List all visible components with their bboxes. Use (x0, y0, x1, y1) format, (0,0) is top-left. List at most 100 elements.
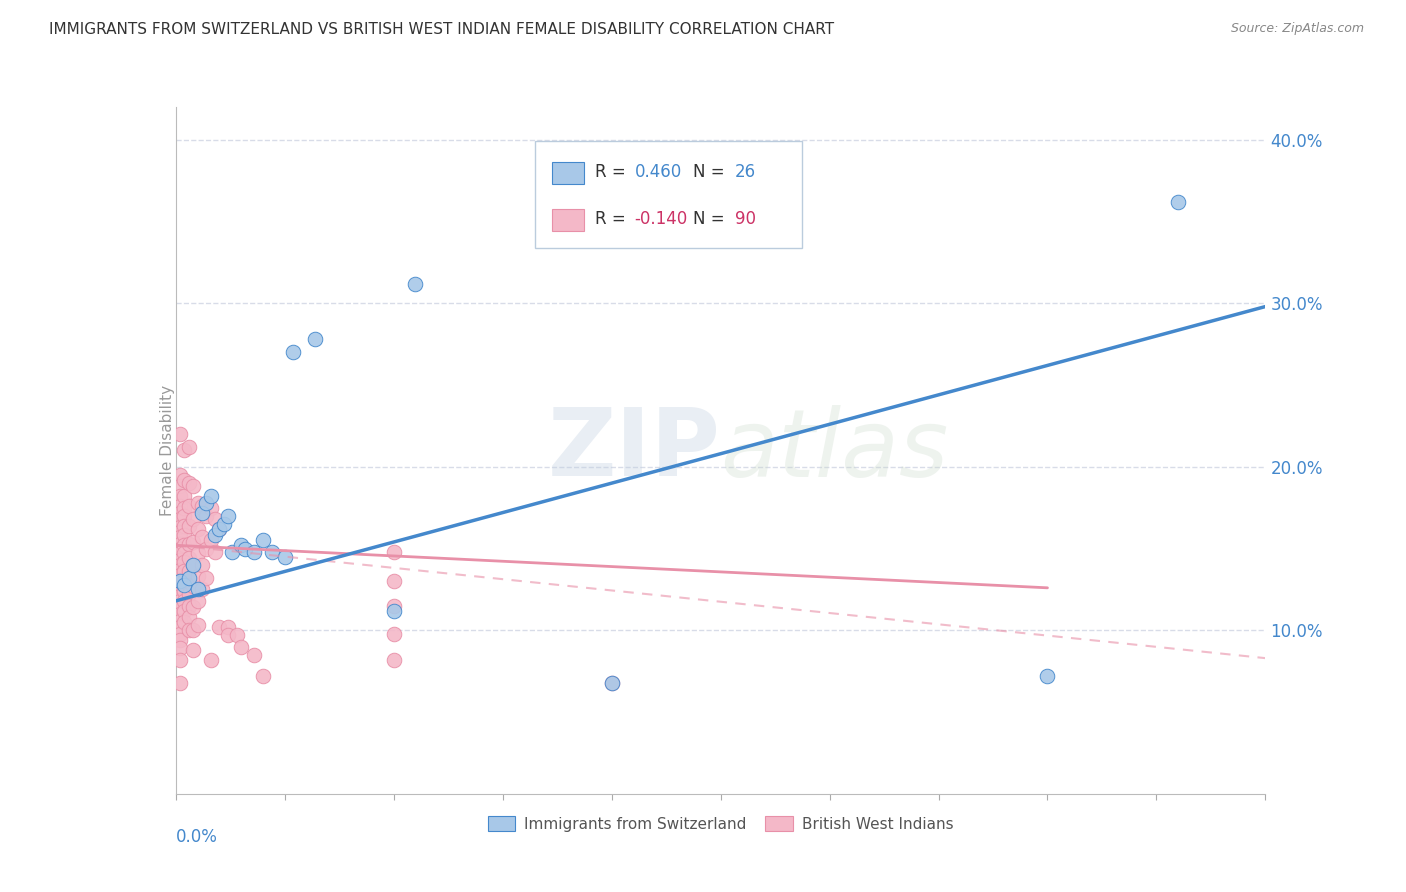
Point (231, 640, 253, 654)
Point (173, 508, 195, 523)
Point (204, 528, 226, 542)
Point (177, 577, 200, 591)
Point (169, 546, 191, 561)
Point (191, 506, 214, 520)
Point (169, 479, 191, 493)
Point (173, 584, 195, 599)
Point (204, 512, 226, 526)
Point (177, 476, 200, 491)
Point (1036, 669, 1059, 683)
Point (169, 574, 191, 589)
Point (200, 489, 222, 503)
Point (173, 594, 195, 608)
Point (173, 574, 195, 589)
Point (243, 648, 266, 662)
Point (186, 569, 209, 583)
Text: Source: ZipAtlas.com: Source: ZipAtlas.com (1230, 22, 1364, 36)
Point (186, 594, 209, 608)
Point (169, 633, 191, 648)
Point (181, 535, 204, 549)
Point (195, 508, 218, 523)
Point (382, 626, 405, 640)
Point (169, 427, 191, 442)
Point (173, 615, 195, 630)
Point (177, 587, 200, 601)
Point (600, 675, 623, 690)
Text: -0.140: -0.140 (634, 210, 688, 228)
Point (169, 574, 191, 589)
Text: R =: R = (595, 210, 631, 228)
Point (173, 473, 195, 487)
Point (186, 582, 209, 597)
Y-axis label: Female Disability: Female Disability (160, 384, 174, 516)
Point (181, 479, 204, 493)
Point (252, 533, 274, 548)
Point (181, 579, 204, 593)
Point (177, 440, 200, 454)
Point (173, 489, 195, 503)
Point (169, 589, 191, 603)
Bar (551, 162, 585, 184)
Point (1167, 194, 1189, 209)
Point (181, 512, 204, 526)
Point (177, 610, 200, 624)
Point (177, 624, 200, 638)
Point (169, 467, 191, 482)
Point (169, 600, 191, 615)
Point (382, 545, 405, 559)
Point (274, 549, 297, 564)
Point (169, 558, 191, 572)
Point (600, 675, 623, 690)
Text: R =: R = (595, 163, 631, 181)
Point (173, 577, 195, 591)
Point (173, 518, 195, 533)
Point (169, 614, 191, 628)
Point (169, 607, 191, 621)
Point (169, 584, 191, 599)
Point (169, 594, 191, 608)
Point (382, 653, 405, 667)
Point (212, 516, 235, 531)
Point (195, 541, 218, 556)
Point (173, 546, 195, 561)
Text: N =: N = (693, 210, 730, 228)
Point (169, 520, 191, 534)
Point (169, 530, 191, 544)
Point (173, 528, 195, 542)
FancyBboxPatch shape (536, 141, 803, 248)
Point (235, 541, 257, 556)
Text: 0.460: 0.460 (634, 163, 682, 181)
Legend: Immigrants from Switzerland, British West Indians: Immigrants from Switzerland, British Wes… (482, 810, 959, 838)
Text: 0.0%: 0.0% (176, 828, 218, 847)
Point (169, 626, 191, 640)
Point (208, 522, 231, 536)
Text: ZIP: ZIP (548, 404, 721, 497)
Point (173, 565, 195, 579)
Point (231, 538, 253, 552)
Point (181, 600, 204, 615)
Point (181, 558, 204, 572)
Point (169, 567, 191, 582)
Point (191, 530, 214, 544)
Point (169, 563, 191, 577)
Point (169, 541, 191, 556)
Point (200, 653, 222, 667)
Text: 26: 26 (735, 163, 756, 181)
Point (243, 545, 266, 559)
Point (169, 675, 191, 690)
Text: N =: N = (693, 163, 730, 181)
Point (169, 536, 191, 550)
Point (195, 496, 218, 510)
Point (173, 500, 195, 515)
Point (173, 443, 195, 458)
Text: IMMIGRANTS FROM SWITZERLAND VS BRITISH WEST INDIAN FEMALE DISABILITY CORRELATION: IMMIGRANTS FROM SWITZERLAND VS BRITISH W… (49, 22, 834, 37)
Point (191, 582, 214, 597)
Point (225, 628, 247, 642)
Point (177, 518, 200, 533)
Point (186, 546, 209, 561)
Point (169, 525, 191, 540)
Bar (551, 209, 585, 231)
Point (177, 571, 200, 585)
Point (186, 618, 209, 632)
Point (191, 499, 214, 513)
